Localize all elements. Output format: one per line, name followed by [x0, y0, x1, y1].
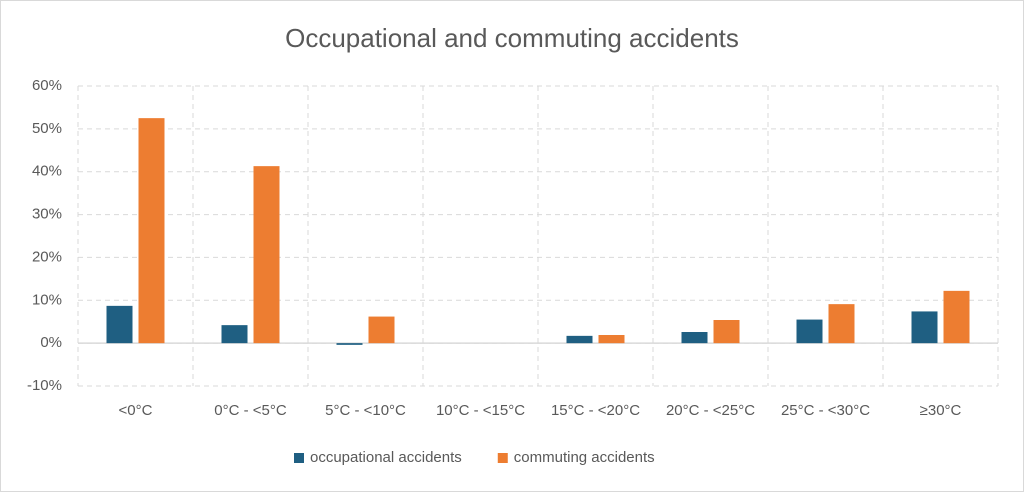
x-tick-label: 5°C - <10°C	[325, 402, 406, 419]
y-tick-label: 30%	[32, 206, 62, 223]
y-tick-label: 0%	[40, 334, 62, 351]
bar	[598, 335, 625, 344]
bar	[681, 332, 708, 344]
legend-swatch	[294, 453, 304, 463]
y-tick-label: 10%	[32, 291, 62, 308]
bar	[221, 325, 248, 344]
x-tick-label: 25°C - <30°C	[781, 402, 870, 419]
bar	[336, 343, 363, 345]
x-tick-label: 0°C - <5°C	[214, 402, 287, 419]
y-tick-label: 40%	[32, 163, 62, 180]
x-tick-label: 20°C - <25°C	[666, 402, 755, 419]
y-tick-label: 20%	[32, 248, 62, 265]
legend-label: occupational accidents	[310, 449, 462, 466]
bar	[368, 316, 395, 344]
bar	[253, 166, 280, 344]
bar	[796, 319, 823, 344]
chart-title: Occupational and commuting accidents	[285, 23, 739, 53]
y-tick-label: 60%	[32, 77, 62, 94]
bar	[566, 335, 593, 344]
y-tick-label: -10%	[27, 377, 62, 394]
bar	[138, 118, 165, 344]
x-tick-label: 10°C - <15°C	[436, 402, 525, 419]
y-tick-label: 50%	[32, 120, 62, 137]
legend-swatch	[497, 453, 508, 463]
x-tick-label: <0°C	[119, 402, 153, 419]
legend-label: commuting accidents	[514, 449, 655, 466]
x-tick-label: 15°C - <20°C	[551, 402, 640, 419]
x-tick-label: ≥30°C	[920, 402, 962, 419]
bar	[911, 311, 938, 344]
bar	[943, 290, 970, 344]
bar	[713, 320, 740, 344]
bar	[828, 304, 855, 344]
bar	[106, 305, 133, 344]
